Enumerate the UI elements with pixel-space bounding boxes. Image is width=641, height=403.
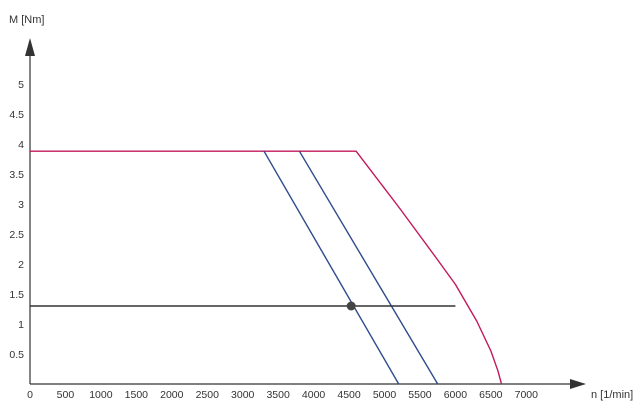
x-axis-arrow <box>570 379 586 389</box>
x-tick-label: 6500 <box>479 389 503 401</box>
series-lines <box>30 150 503 385</box>
y-tick-label: 1 <box>18 319 24 331</box>
x-tick-label: 1000 <box>89 389 113 401</box>
x-tick-label: 3500 <box>266 389 290 401</box>
x-tick-label: 5000 <box>373 389 397 401</box>
x-axis-label: n [1/min] <box>591 389 633 401</box>
x-tick-label: 5500 <box>408 389 432 401</box>
y-tick-label: 5 <box>18 79 24 91</box>
y-tick-label: 2.5 <box>9 229 24 241</box>
y-tick-label: 0.5 <box>9 349 24 361</box>
series-line-1 <box>30 150 503 385</box>
y-tick-label: 2 <box>18 259 24 271</box>
x-tick-label: 3000 <box>231 389 255 401</box>
y-tick-labels: 0.5 1 1.5 2 2.5 3 3.5 4 4.5 5 <box>9 79 24 361</box>
series-line-2 <box>263 150 400 385</box>
operating-point-marker <box>346 301 356 311</box>
x-tick-label: 2000 <box>160 389 184 401</box>
x-tick-label: 6000 <box>444 389 468 401</box>
x-tick-label: 0 <box>27 389 33 401</box>
y-axis-arrow <box>25 38 35 56</box>
x-tick-label: 2500 <box>196 389 220 401</box>
x-tick-label: 500 <box>57 389 75 401</box>
x-tick-label: 4000 <box>302 389 326 401</box>
x-tick-label: 1500 <box>125 389 149 401</box>
x-tick-label: 7000 <box>515 389 539 401</box>
axes <box>25 38 586 389</box>
y-axis-label: M [Nm] <box>9 14 44 26</box>
markers <box>346 301 356 311</box>
series-line-3 <box>298 150 439 385</box>
y-tick-label: 4.5 <box>9 109 24 121</box>
y-tick-label: 3.5 <box>9 169 24 181</box>
x-tick-labels: 0 500 1000 1500 2000 2500 3000 3500 4000 4500 5000… <box>27 389 538 401</box>
y-tick-label: 1.5 <box>9 289 24 301</box>
y-tick-label: 4 <box>18 139 24 151</box>
y-tick-label: 3 <box>18 199 24 211</box>
x-tick-label: 4500 <box>337 389 361 401</box>
